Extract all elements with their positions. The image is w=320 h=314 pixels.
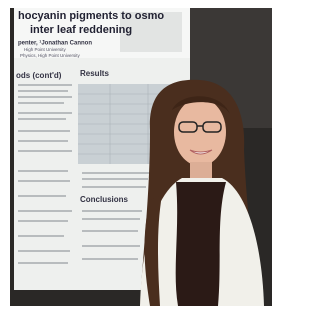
poster-title: hocyanin pigments to osmo (18, 10, 164, 22)
poster-affiliation: High Point University (24, 47, 67, 52)
section-heading: Conclusions (80, 195, 129, 204)
photo: hocyanin pigments to osmo inter leaf red… (0, 0, 282, 314)
poster-authors: penter, ¹Jonathan Cannon (18, 40, 92, 47)
scarf (176, 182, 226, 306)
poster-title: inter leaf reddening (30, 24, 132, 36)
section-heading: ods (cont'd) (16, 71, 62, 80)
poster-affiliation: Physics, High Point University (20, 53, 81, 58)
section-heading: Results (80, 69, 109, 78)
